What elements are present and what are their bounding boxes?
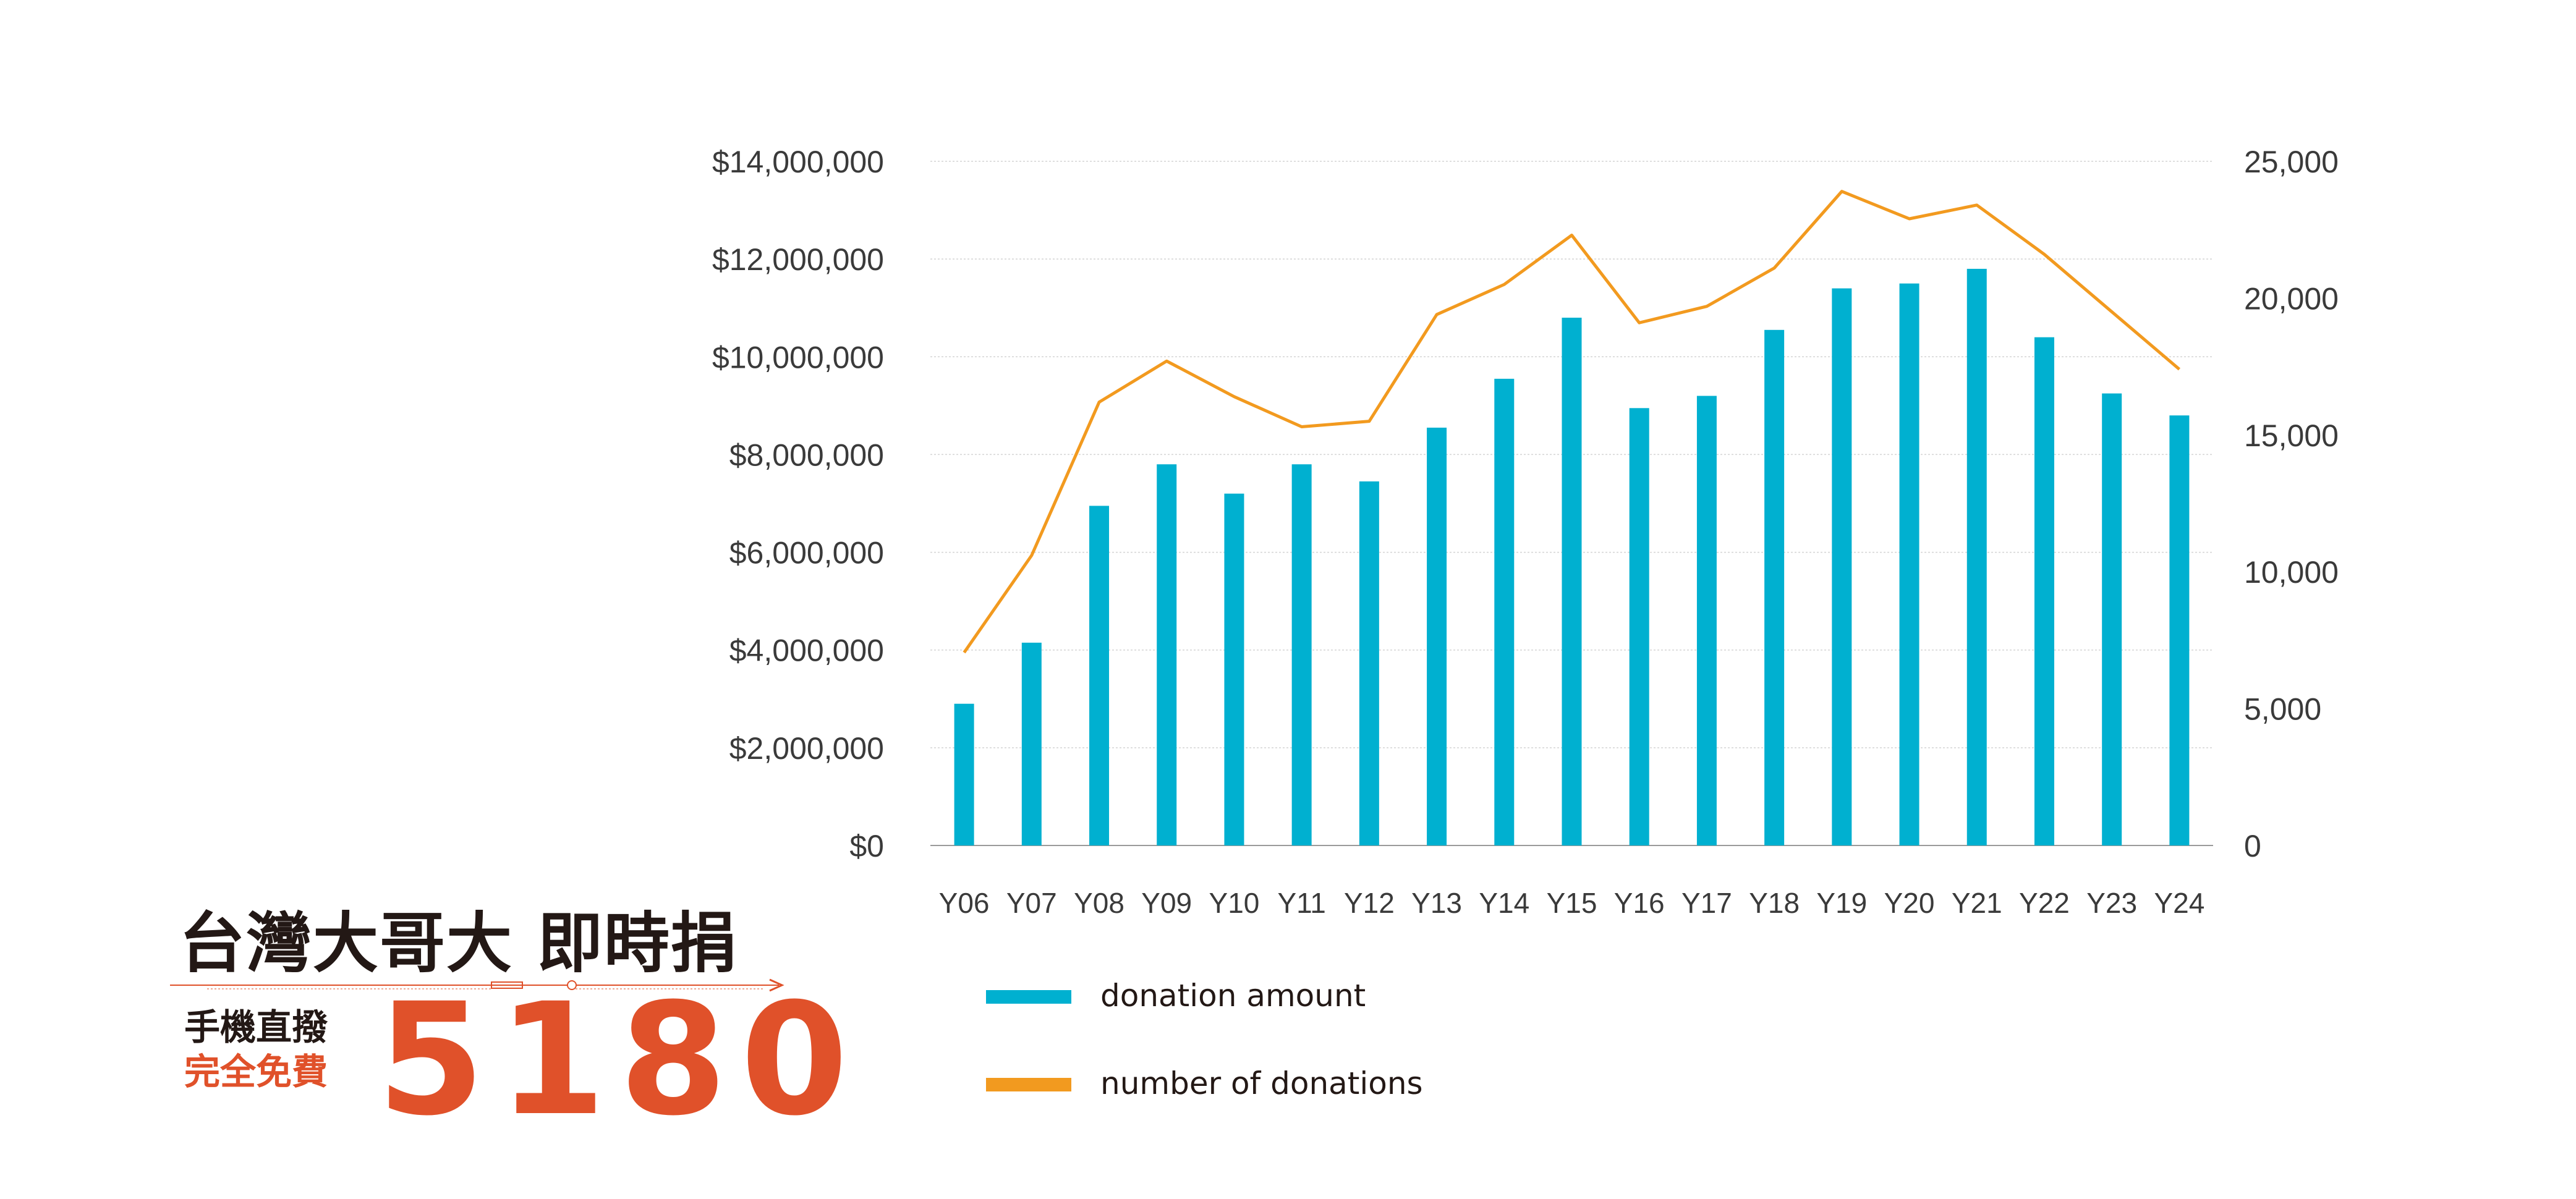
bar-Y22 xyxy=(2034,337,2054,845)
legend-label-donation-amount: donation amount xyxy=(1100,978,1366,1014)
left-axis-tick-labels: $0 $2,000,000 $4,000,000 $6,000,000 $8,000,0… xyxy=(712,145,884,863)
x-axis-tick-label: Y20 xyxy=(1884,887,1935,919)
x-axis-tick-label: Y14 xyxy=(1479,887,1529,919)
x-axis-tick-label: Y10 xyxy=(1209,887,1260,919)
left-axis-tick-label: $14,000,000 xyxy=(712,145,884,179)
bar-Y14 xyxy=(1494,378,1515,845)
bar-Y18 xyxy=(1764,329,1785,845)
x-axis-tick-label: Y19 xyxy=(1816,887,1867,919)
bar-Y08 xyxy=(1089,506,1110,845)
logo-subtitle-free: 完全免費 xyxy=(184,1051,328,1093)
x-axis-tick-label: Y17 xyxy=(1681,887,1732,919)
bar-Y07 xyxy=(1021,642,1042,845)
right-axis-tick-label: 15,000 xyxy=(2244,418,2339,453)
x-axis-tick-label: Y09 xyxy=(1141,887,1192,919)
logo-subtitle-dial: 手機直撥 xyxy=(184,1006,328,1048)
bar-Y06 xyxy=(954,703,974,845)
bar-Y20 xyxy=(1899,283,1919,845)
legend-swatch-line xyxy=(986,1078,1071,1091)
left-axis-tick-label: $2,000,000 xyxy=(729,731,884,766)
right-axis-tick-label: 20,000 xyxy=(2244,281,2339,316)
x-axis-tick-label: Y06 xyxy=(939,887,990,919)
logo-title: 台灣大哥大 即時捐 xyxy=(179,905,738,981)
x-axis-tick-label: Y08 xyxy=(1074,887,1124,919)
bar-Y19 xyxy=(1832,288,1852,846)
right-axis-tick-labels: 0 5,000 10,000 15,000 20,000 25,000 xyxy=(2244,145,2339,863)
left-axis-tick-label: $8,000,000 xyxy=(729,438,884,472)
x-axis-tick-label: Y07 xyxy=(1006,887,1057,919)
x-axis-tick-label: Y16 xyxy=(1614,887,1665,919)
x-axis-tick-label: Y24 xyxy=(2154,887,2204,919)
x-axis-tick-label: Y23 xyxy=(2086,887,2137,919)
logo-arrow-line xyxy=(170,978,784,992)
bar-Y15 xyxy=(1562,318,1582,845)
right-axis-tick-label: 10,000 xyxy=(2244,555,2339,590)
bar-Y09 xyxy=(1157,464,1177,845)
x-axis-tick-label: Y15 xyxy=(1547,887,1597,919)
x-axis-tick-labels: Y06 Y07 Y08 Y09 Y10 Y11 Y12 Y13 Y14 Y15 Y16 Y17 Y18 Y… xyxy=(939,887,2205,919)
right-axis-tick-label: 0 xyxy=(2244,829,2261,863)
left-axis-tick-label: $0 xyxy=(849,829,884,863)
x-axis-tick-label: Y12 xyxy=(1344,887,1395,919)
legend-item-number-of-donations: number of donations xyxy=(986,1064,1542,1101)
left-axis-tick-label: $10,000,000 xyxy=(712,340,884,375)
bar-Y23 xyxy=(2102,393,2122,845)
logo-donation-number: 5180 xyxy=(377,970,862,1150)
x-axis-tick-label: Y22 xyxy=(2019,887,2070,919)
bar-Y16 xyxy=(1629,408,1649,845)
bar-series-donation-amount xyxy=(954,268,2190,846)
bar-Y17 xyxy=(1696,396,1717,845)
line-series-number-of-donations xyxy=(963,190,2181,654)
legend-swatch-bar xyxy=(986,990,1071,1004)
left-axis-tick-label: $6,000,000 xyxy=(729,536,884,570)
legend-item-donation-amount: donation amount xyxy=(986,977,1542,1014)
bar-Y11 xyxy=(1291,464,1312,845)
left-axis-tick-label: $4,000,000 xyxy=(729,633,884,668)
left-axis-tick-label: $12,000,000 xyxy=(712,242,884,277)
bar-Y21 xyxy=(1966,268,1987,845)
taiwan-mobile-donation-logo: 台灣大哥大 即時捐 手機直撥 完全免費 5180 xyxy=(170,890,848,1137)
x-axis-tick-label: Y18 xyxy=(1749,887,1800,919)
x-axis-tick-label: Y11 xyxy=(1277,887,1325,919)
x-axis-tick-label: Y13 xyxy=(1411,887,1462,919)
bar-Y10 xyxy=(1224,493,1244,845)
bar-Y13 xyxy=(1427,427,1447,845)
right-axis-tick-label: 5,000 xyxy=(2244,692,2321,727)
legend-label-number-of-donations: number of donations xyxy=(1100,1066,1423,1101)
x-axis-tick-label: Y21 xyxy=(1952,887,2002,919)
bar-Y12 xyxy=(1359,481,1379,845)
right-axis-tick-label: 25,000 xyxy=(2244,145,2339,179)
bar-Y24 xyxy=(2169,415,2190,845)
